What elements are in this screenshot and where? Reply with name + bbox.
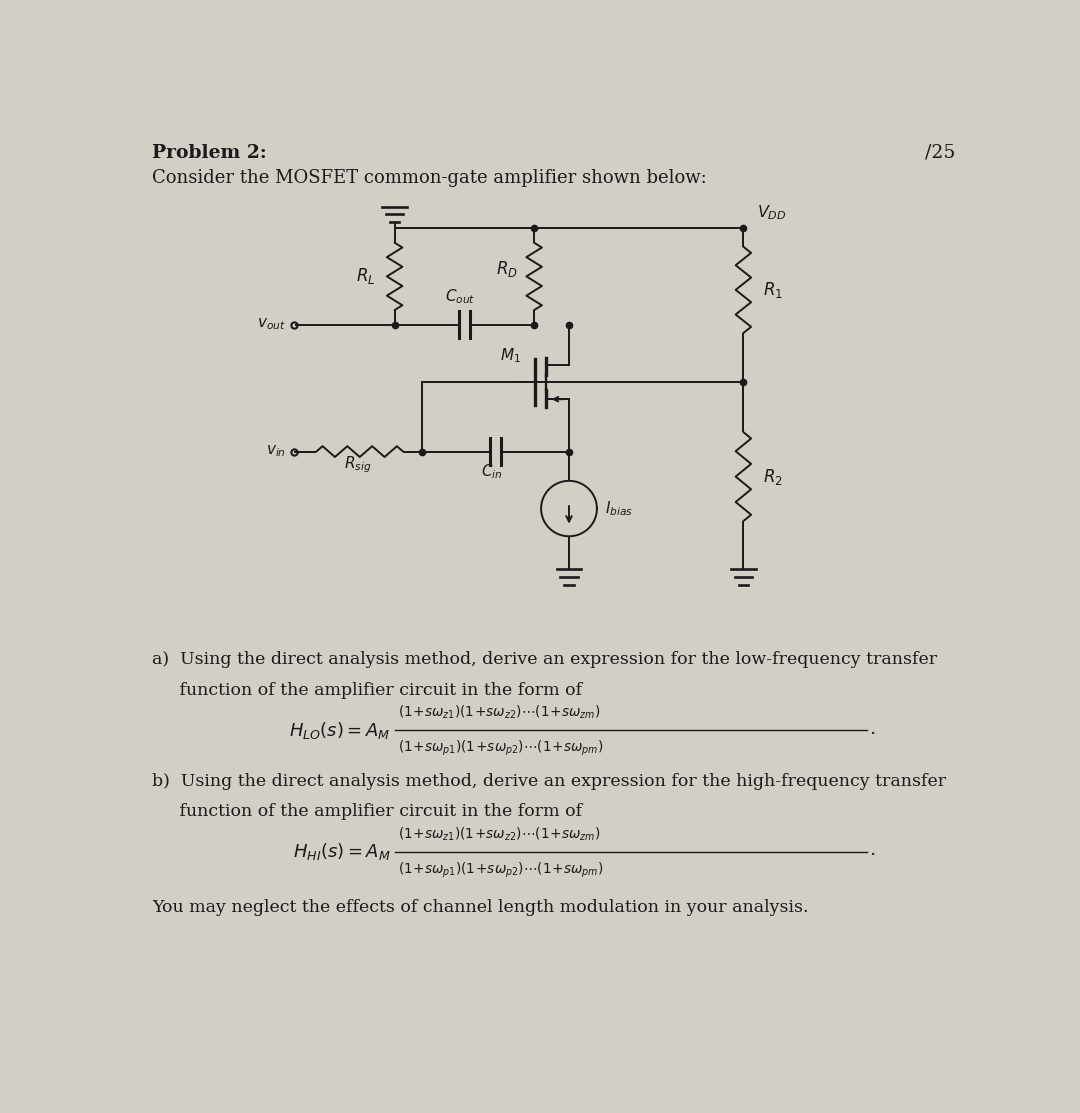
Text: $I_{bias}$: $I_{bias}$ [605,500,633,518]
Text: $H_{LO}(s) = A_M$: $H_{LO}(s) = A_M$ [289,720,391,741]
Text: $v_{out}$: $v_{out}$ [257,317,286,333]
Text: $R_1$: $R_1$ [762,279,783,299]
Text: $(1\!+\!s\omega_{p1})(1\!+\!s\omega_{p2})\cdots(1\!+\!s\omega_{pm})$: $(1\!+\!s\omega_{p1})(1\!+\!s\omega_{p2}… [399,739,604,758]
Text: $R_2$: $R_2$ [762,466,783,486]
Text: $R_L$: $R_L$ [355,266,375,286]
Text: $(1\!+\!s\omega_{z1})(1\!+\!s\omega_{z2})\cdots(1\!+\!s\omega_{zm})$: $(1\!+\!s\omega_{z1})(1\!+\!s\omega_{z2}… [399,703,600,721]
Text: $(1\!+\!s\omega_{z1})(1\!+\!s\omega_{z2})\cdots(1\!+\!s\omega_{zm})$: $(1\!+\!s\omega_{z1})(1\!+\!s\omega_{z2}… [399,825,600,843]
Text: $R_D$: $R_D$ [496,258,518,278]
Text: $M_1$: $M_1$ [500,347,521,365]
Text: function of the amplifier circuit in the form of: function of the amplifier circuit in the… [152,682,582,699]
Text: $V_{DD}$: $V_{DD}$ [757,204,787,223]
Text: .: . [869,720,875,738]
Text: a)  Using the direct analysis method, derive an expression for the low-frequency: a) Using the direct analysis method, der… [152,651,937,668]
Text: b)  Using the direct analysis method, derive an expression for the high-frequenc: b) Using the direct analysis method, der… [152,772,946,789]
Text: Consider the MOSFET common-gate amplifier shown below:: Consider the MOSFET common-gate amplifie… [152,169,706,187]
Text: Problem 2:: Problem 2: [152,144,267,161]
Text: You may neglect the effects of channel length modulation in your analysis.: You may neglect the effects of channel l… [152,899,809,916]
Text: $H_{HI}(s) = A_M$: $H_{HI}(s) = A_M$ [293,841,391,863]
Text: $R_{sig}$: $R_{sig}$ [345,454,372,475]
Text: $v_{in}$: $v_{in}$ [266,444,286,460]
Text: $C_{out}$: $C_{out}$ [445,287,475,306]
Text: .: . [869,841,875,859]
Text: /25: /25 [924,144,955,161]
Text: function of the amplifier circuit in the form of: function of the amplifier circuit in the… [152,804,582,820]
Text: $(1\!+\!s\omega_{p1})(1\!+\!s\omega_{p2})\cdots(1\!+\!s\omega_{pm})$: $(1\!+\!s\omega_{p1})(1\!+\!s\omega_{p2}… [399,860,604,879]
Text: $C_{in}$: $C_{in}$ [481,462,502,481]
